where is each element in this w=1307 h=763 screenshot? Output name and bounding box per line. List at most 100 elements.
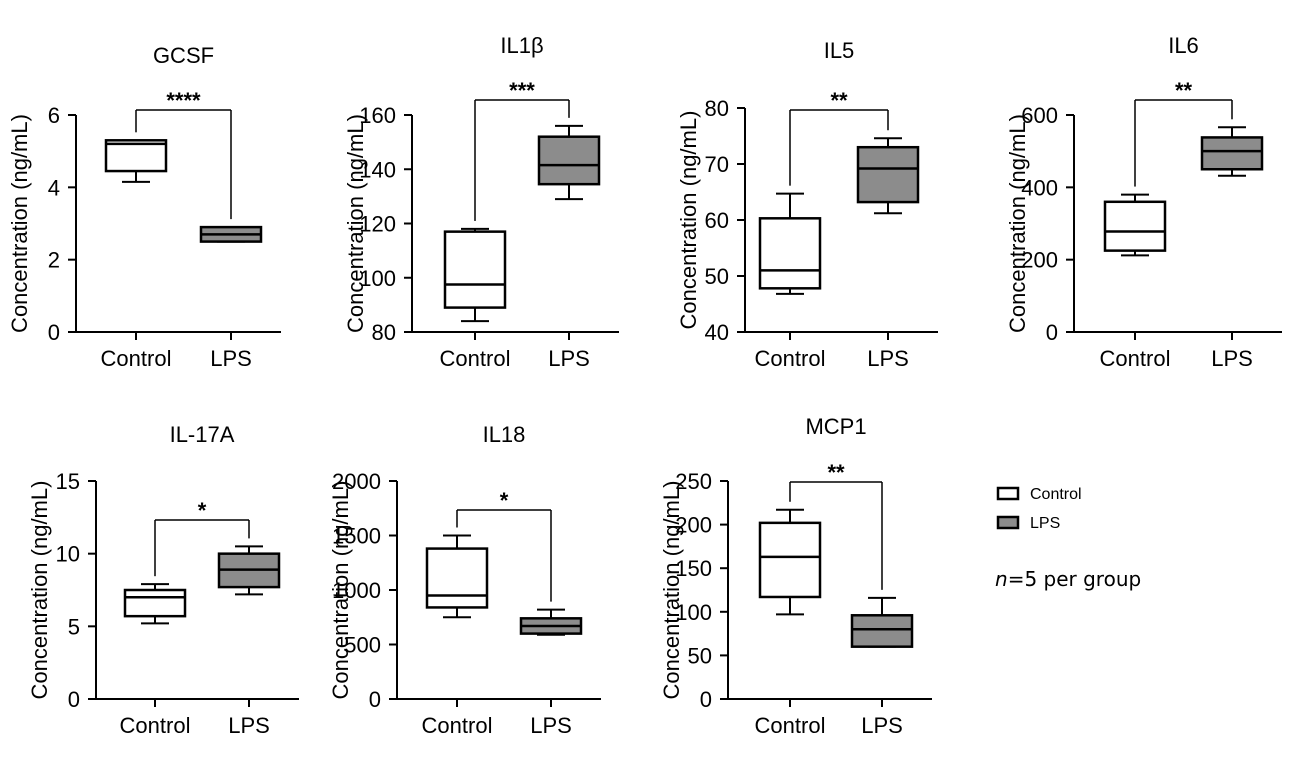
box-iqr	[123, 588, 187, 618]
y-tick-label: 50	[705, 264, 729, 289]
chart-title: MCP1	[805, 414, 866, 439]
x-tick-label: LPS	[548, 346, 590, 371]
sample-size-n: n	[995, 567, 1008, 591]
box-iqr	[1103, 200, 1167, 252]
legend-label-lps: LPS	[1030, 515, 1060, 532]
chart-panel-1: IL1β Concentration (ng/mL) 80 100 120 140 160 C…	[343, 33, 619, 371]
y-axis-label: Concentration (ng/mL)	[343, 114, 368, 333]
chart-title: IL18	[483, 422, 526, 447]
significance-bracket: *	[456, 488, 552, 602]
y-axis-label: Concentration (ng/mL)	[27, 481, 52, 700]
y-tick-label: 50	[688, 643, 712, 668]
chart-panel-3: IL6 Concentration (ng/mL) 0 200 400 600 Contro…	[1005, 33, 1282, 371]
y-tick-label: 120	[359, 212, 396, 237]
chart-panel-5: IL18 Concentration (ng/mL) 0 500 1000 1500 200…	[328, 422, 601, 738]
significance-stars: ****	[166, 88, 201, 113]
box-lps	[519, 608, 583, 636]
x-tick-label: Control	[755, 713, 826, 738]
y-tick-label: 100	[675, 600, 712, 625]
significance-stars: **	[827, 460, 845, 485]
y-tick-label: 6	[48, 103, 60, 128]
chart-panel-6: MCP1 Concentration (ng/mL) 0 50 100 150 200 250…	[659, 414, 932, 738]
x-tick-label: Control	[101, 346, 172, 371]
y-tick-label: 0	[369, 687, 381, 712]
box-iqr	[443, 230, 507, 309]
box-control	[1103, 193, 1167, 257]
chart-title: IL-17A	[170, 422, 235, 447]
box-control	[443, 227, 507, 323]
chart-panel-2: IL5 Concentration (ng/mL)40 50 60 70 80 Contro…	[676, 38, 938, 371]
y-axis-label: Concentration (ng/mL)	[7, 114, 32, 333]
box-control	[758, 192, 822, 295]
y-tick-label: 160	[359, 103, 396, 128]
y-tick-label: 60	[705, 208, 729, 233]
y-tick-label: 1500	[332, 524, 381, 549]
x-tick-label: Control	[422, 713, 493, 738]
x-tick-label: LPS	[861, 713, 903, 738]
y-tick-label: 0	[48, 320, 60, 345]
y-tick-label: 4	[48, 175, 60, 200]
box-lps	[850, 596, 914, 648]
x-tick-label: Control	[1100, 346, 1171, 371]
y-tick-label: 150	[675, 556, 712, 581]
box-control	[104, 139, 168, 183]
chart-title: GCSF	[153, 43, 214, 68]
x-tick-label: Control	[755, 346, 826, 371]
significance-stars: **	[1175, 78, 1193, 103]
box-lps	[199, 225, 263, 243]
box-lps	[1200, 126, 1264, 177]
chart-panel-0: GCSF Concentration (ng/mL) 0 2 4 6 Control LPS *…	[7, 43, 281, 371]
box-iqr	[856, 145, 920, 204]
y-tick-label: 15	[56, 469, 80, 494]
box-iqr	[1200, 136, 1264, 171]
x-tick-label: LPS	[228, 713, 270, 738]
significance-stars: ***	[509, 78, 535, 103]
y-tick-label: 200	[1021, 248, 1058, 273]
x-tick-label: LPS	[530, 713, 572, 738]
chart-panels: GCSF Concentration (ng/mL) 0 2 4 6 Control LPS *…	[7, 33, 1282, 738]
box-iqr	[758, 217, 822, 290]
y-tick-label: 80	[705, 96, 729, 121]
y-tick-label: 140	[359, 157, 396, 182]
x-tick-label: LPS	[867, 346, 909, 371]
box-iqr	[850, 614, 914, 648]
box-control	[758, 508, 822, 616]
y-tick-label: 0	[700, 687, 712, 712]
y-tick-label: 40	[705, 320, 729, 345]
x-tick-label: Control	[120, 713, 191, 738]
significance-stars: **	[830, 88, 848, 113]
y-tick-label: 0	[68, 687, 80, 712]
significance-bracket: **	[789, 460, 883, 590]
box-iqr	[104, 139, 168, 173]
legend-label-control: Control	[1030, 486, 1082, 503]
y-tick-label: 10	[56, 542, 80, 567]
box-lps	[217, 545, 281, 596]
box-iqr	[425, 547, 489, 609]
legend-swatch-lps	[996, 515, 1020, 530]
chart-panel-4: IL-17A Concentration (ng/mL) 0 5 10 15 Control…	[27, 422, 299, 738]
significance-bracket: ****	[135, 88, 232, 220]
y-tick-label: 1000	[332, 578, 381, 603]
y-tick-label: 500	[344, 633, 381, 658]
y-tick-label: 600	[1021, 103, 1058, 128]
chart-title: IL1β	[500, 33, 543, 58]
sample-size-note: n=5 per group	[995, 567, 1141, 591]
significance-bracket: ***	[474, 78, 570, 221]
legend-swatch-control	[996, 486, 1020, 501]
x-tick-label: LPS	[1211, 346, 1253, 371]
y-axis-label: Concentration (ng/mL)	[328, 481, 353, 700]
y-tick-label: 80	[372, 320, 396, 345]
box-iqr	[758, 521, 822, 599]
y-tick-label: 250	[675, 469, 712, 494]
y-tick-label: 200	[675, 513, 712, 538]
y-axis-label: Concentration (ng/mL)	[659, 481, 684, 700]
box-iqr	[537, 135, 601, 186]
legend: Control LPS n=5 per group	[995, 486, 1141, 591]
y-axis-label: Concentration (ng/mL)	[1005, 114, 1030, 333]
significance-bracket: *	[154, 498, 250, 577]
x-tick-label: LPS	[210, 346, 252, 371]
x-tick-label: Control	[440, 346, 511, 371]
significance-bracket: **	[1134, 78, 1233, 187]
y-tick-label: 70	[705, 152, 729, 177]
